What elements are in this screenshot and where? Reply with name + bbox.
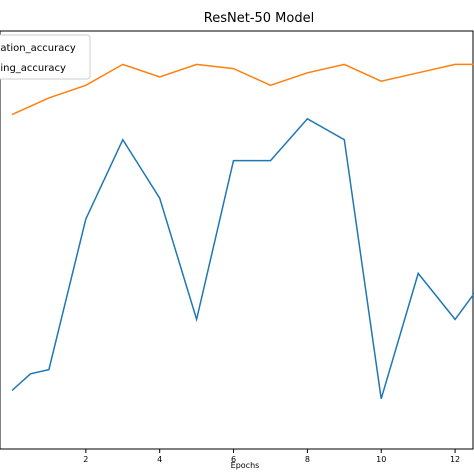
series-layer bbox=[11, 63, 474, 400]
x-tick-label: 4 bbox=[157, 455, 162, 464]
legend-box bbox=[0, 34, 91, 80]
plot-area bbox=[0, 30, 474, 450]
x-axis: 2 4 6 8 10 12 bbox=[83, 449, 460, 464]
x-axis-label: Epochs bbox=[231, 461, 260, 470]
legend: dation_accuracy ning_accuracy bbox=[0, 34, 91, 80]
x-tick-label: 12 bbox=[450, 455, 460, 464]
legend-entries: dation_accuracy ning_accuracy bbox=[0, 43, 76, 74]
chart-title: ResNet-50 Model bbox=[204, 11, 314, 26]
x-tick-label: 10 bbox=[376, 455, 386, 464]
x-tick-label: 8 bbox=[305, 455, 310, 464]
series-line-training-accuracy bbox=[11, 63, 474, 116]
x-tick-label: 2 bbox=[83, 455, 88, 464]
x-tick-label: 6 bbox=[231, 455, 236, 464]
series-line-validation-accuracy bbox=[11, 117, 474, 400]
legend-label-training-accuracy: ning_accuracy bbox=[0, 63, 66, 74]
legend-label-validation-accuracy: dation_accuracy bbox=[0, 43, 76, 54]
